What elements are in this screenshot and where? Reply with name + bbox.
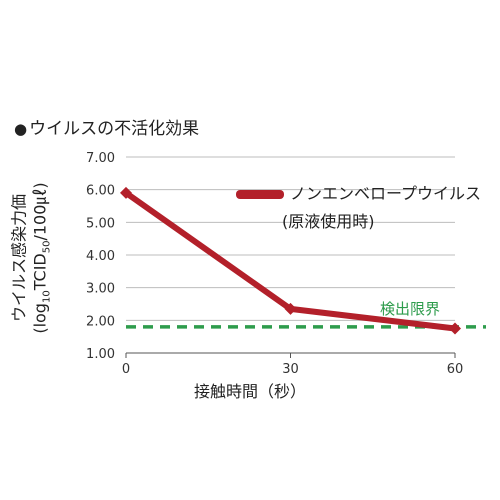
y-tick-label: 1.00 [86,347,115,362]
data-point [449,322,461,335]
y-tick-labels: 1.00 2.00 3.00 4.00 5.00 6.00 7.00 [86,151,115,362]
x-tick-label: 30 [282,362,299,377]
data-point [284,302,297,315]
legend: ノンエンベロープウイルス (原液使用時) [236,180,481,232]
y-tick-label: 6.00 [86,184,115,199]
legend-label: ノンエンベロープウイルス [290,184,482,203]
y-tick-label: 7.00 [86,151,115,166]
data-point [120,186,132,199]
x-tick-labels: 0 30 60 [122,362,463,377]
chart-title: ● ウイルスの不活化効果 [14,119,200,139]
detection-limit-label: 検出限界 [380,300,441,318]
legend-label-note: (原液使用時) [282,212,375,231]
x-axis-label: 接触時間（秒） [193,382,306,401]
y-tick-label: 3.00 [86,282,115,297]
x-tick-label: 60 [447,362,464,377]
y-tick-label: 2.00 [86,314,115,329]
y-tick-label: 4.00 [86,249,115,264]
y-tick-label: 5.00 [86,216,115,231]
x-tick-label: 0 [122,362,130,377]
series-line [120,186,461,335]
legend-swatch [236,190,284,199]
x-tick-marks [125,353,456,358]
